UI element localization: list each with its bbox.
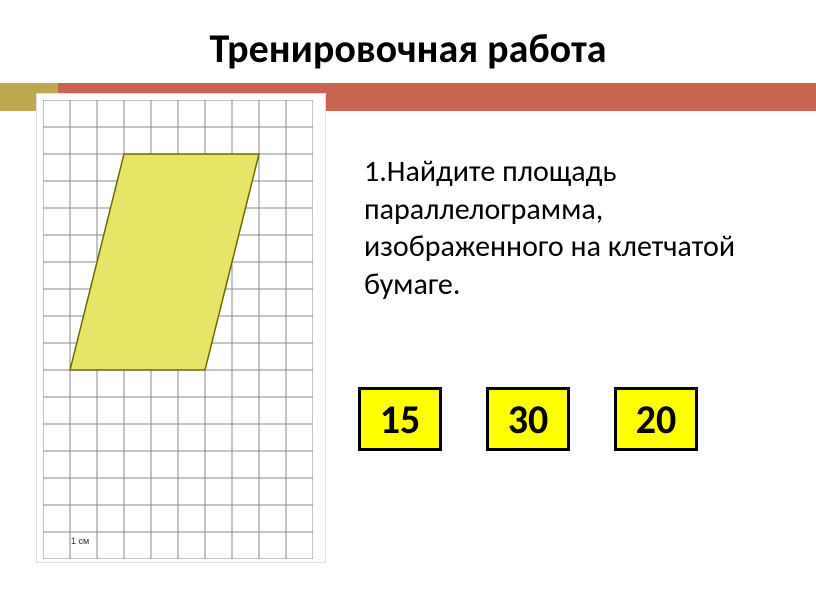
grid-figure: 1 см <box>36 93 326 563</box>
task-text: 1.Найдите площадь параллелограмма, изобр… <box>364 153 786 303</box>
answer-option-30[interactable]: 30 <box>486 387 570 451</box>
page-title: Тренировочная работа <box>0 0 816 83</box>
scale-label: 1 см <box>71 536 89 546</box>
answers-row: 15 30 20 <box>358 387 786 451</box>
grid-svg <box>43 100 313 559</box>
answer-option-20[interactable]: 20 <box>614 387 698 451</box>
answer-option-15[interactable]: 15 <box>358 387 442 451</box>
